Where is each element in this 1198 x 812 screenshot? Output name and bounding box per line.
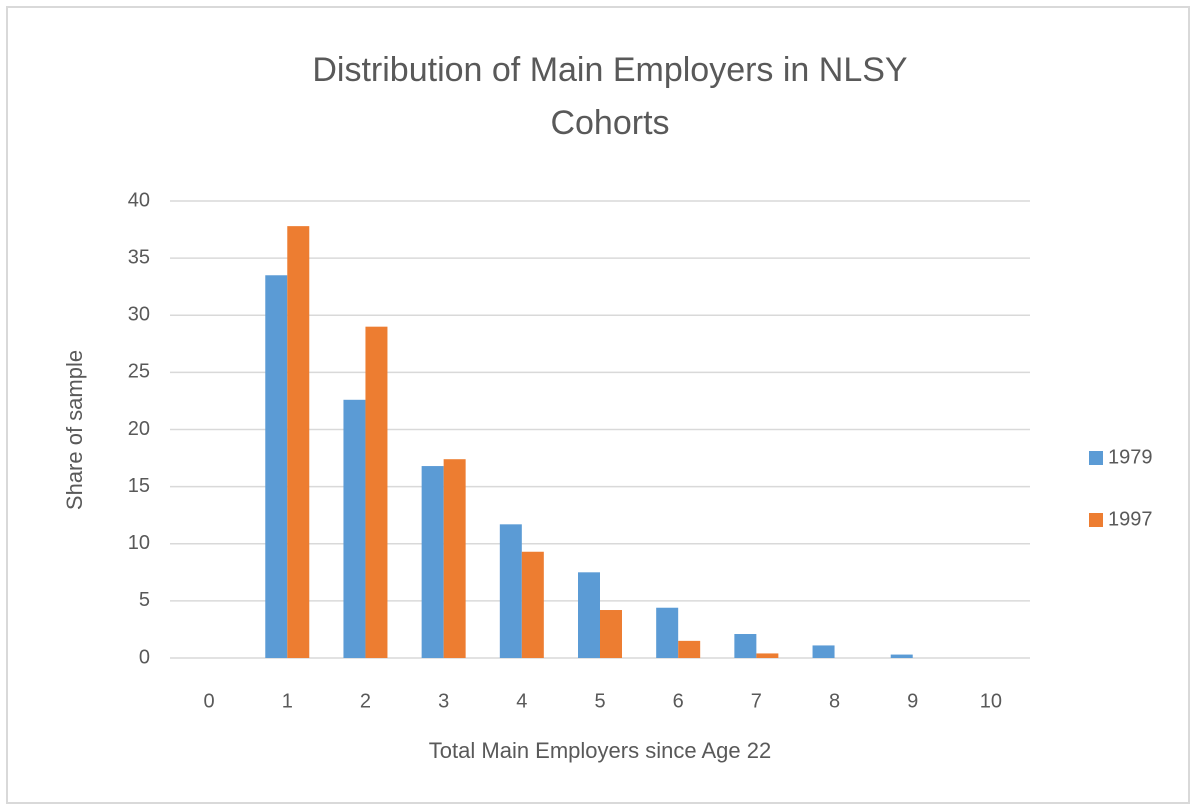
x-tick-label: 1 <box>282 690 293 712</box>
bar <box>890 654 913 658</box>
x-tick-label: 9 <box>907 690 918 712</box>
y-tick-label: 30 <box>128 304 150 326</box>
y-tick-label: 0 <box>139 646 150 668</box>
bar <box>812 645 835 658</box>
bar <box>678 640 701 658</box>
y-tick-label: 10 <box>128 532 150 554</box>
y-axis-title: Share of sample <box>62 350 87 510</box>
legend-swatch <box>1089 451 1103 465</box>
x-tick-label: 2 <box>360 690 371 712</box>
bar <box>656 607 679 658</box>
bar <box>421 466 444 658</box>
x-tick-label: 7 <box>751 690 762 712</box>
y-tick-label: 5 <box>139 589 150 611</box>
y-tick-label: 40 <box>128 189 150 211</box>
x-axis-title: Total Main Employers since Age 22 <box>429 738 771 763</box>
y-tick-label: 25 <box>128 361 150 383</box>
bar <box>265 275 288 658</box>
x-tick-label: 4 <box>516 690 527 712</box>
chart-title: Distribution of Main Employers in NLSY C… <box>312 51 908 142</box>
x-tick-label: 0 <box>204 690 215 712</box>
legend-label: 1979 <box>1108 446 1153 468</box>
x-tick-label: 8 <box>829 690 840 712</box>
bar <box>443 459 466 658</box>
x-tick-label: 5 <box>594 690 605 712</box>
y-tick-label: 35 <box>128 246 150 268</box>
x-tick-label: 10 <box>980 690 1002 712</box>
bar <box>343 399 366 658</box>
bar <box>756 653 779 658</box>
legend-swatch <box>1089 513 1103 527</box>
bar <box>578 572 600 658</box>
x-tick-label: 6 <box>673 690 684 712</box>
bar <box>365 326 388 658</box>
bar <box>287 226 310 658</box>
x-tick-label: 3 <box>438 690 449 712</box>
legend-label: 1997 <box>1108 508 1153 530</box>
bar <box>734 634 757 658</box>
chart-frame <box>6 6 1190 804</box>
y-tick-label: 20 <box>128 418 150 440</box>
bar <box>600 610 622 658</box>
bar <box>521 551 544 658</box>
bar <box>499 524 522 658</box>
y-tick-label: 15 <box>128 475 150 497</box>
